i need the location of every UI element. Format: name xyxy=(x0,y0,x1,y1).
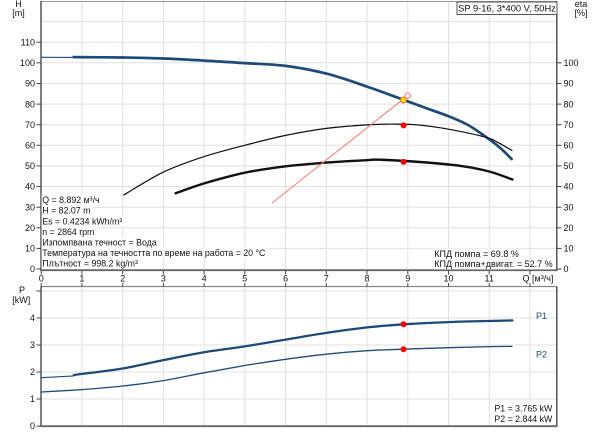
svg-text:20: 20 xyxy=(25,223,35,233)
svg-text:0: 0 xyxy=(564,264,569,274)
svg-text:40: 40 xyxy=(564,182,574,192)
svg-text:P2: P2 xyxy=(536,350,547,360)
svg-text:0: 0 xyxy=(30,421,35,431)
svg-text:10: 10 xyxy=(25,244,35,254)
svg-text:0: 0 xyxy=(39,274,44,284)
svg-text:P: P xyxy=(19,285,25,295)
svg-text:Q = 8.892 м³/ч: Q = 8.892 м³/ч xyxy=(42,195,99,205)
svg-text:10: 10 xyxy=(443,274,453,284)
svg-text:60: 60 xyxy=(25,141,35,151)
svg-text:30: 30 xyxy=(25,202,35,212)
svg-text:80: 80 xyxy=(25,99,35,109)
svg-text:3: 3 xyxy=(30,340,35,350)
svg-text:Плътност = 998.2 kg/m³: Плътност = 998.2 kg/m³ xyxy=(42,259,138,269)
svg-text:Изпомпвана течност = Вода: Изпомпвана течност = Вода xyxy=(42,238,157,248)
svg-text:H = 82.07 m: H = 82.07 m xyxy=(42,206,90,216)
svg-text:H: H xyxy=(15,0,22,9)
svg-text:Температура на течността по вр: Температура на течността по време на раб… xyxy=(42,248,266,258)
svg-text:20: 20 xyxy=(564,223,574,233)
svg-text:8: 8 xyxy=(364,274,369,284)
svg-text:11: 11 xyxy=(485,274,494,284)
svg-text:КПД помпа = 69.8 %: КПД помпа = 69.8 % xyxy=(434,249,519,259)
svg-text:90: 90 xyxy=(25,79,35,89)
svg-text:90: 90 xyxy=(564,79,574,89)
svg-text:[m]: [m] xyxy=(12,8,25,18)
svg-text:4: 4 xyxy=(202,274,207,284)
svg-text:7: 7 xyxy=(324,274,329,284)
svg-text:50: 50 xyxy=(564,161,574,171)
svg-text:110: 110 xyxy=(21,37,35,47)
svg-text:80: 80 xyxy=(564,99,574,109)
svg-text:100: 100 xyxy=(564,58,579,68)
svg-text:Es = 0.4234 kWh/m³: Es = 0.4234 kWh/m³ xyxy=(42,216,122,226)
svg-text:1: 1 xyxy=(30,394,35,404)
svg-text:2: 2 xyxy=(120,274,125,284)
svg-text:P2 = 2.844 kW: P2 = 2.844 kW xyxy=(494,414,553,424)
svg-text:[%]: [%] xyxy=(574,8,587,18)
svg-text:SP 9-16, 3*400 V, 50Hz: SP 9-16, 3*400 V, 50Hz xyxy=(458,3,556,13)
svg-text:Q [м³/ч]: Q [м³/ч] xyxy=(523,274,554,284)
svg-text:6: 6 xyxy=(283,274,288,284)
svg-text:40: 40 xyxy=(25,182,35,192)
svg-text:10: 10 xyxy=(564,244,574,254)
svg-text:70: 70 xyxy=(25,120,35,130)
svg-text:4: 4 xyxy=(30,313,35,323)
svg-text:9: 9 xyxy=(405,274,410,284)
svg-text:30: 30 xyxy=(564,202,574,212)
svg-text:3: 3 xyxy=(161,274,166,284)
svg-text:n = 2864 rpm: n = 2864 rpm xyxy=(42,227,94,237)
svg-text:eta: eta xyxy=(575,0,588,9)
svg-text:5: 5 xyxy=(242,274,247,284)
svg-text:2: 2 xyxy=(30,367,35,377)
svg-text:60: 60 xyxy=(564,141,574,151)
svg-text:P1 = 3.765 kW: P1 = 3.765 kW xyxy=(494,404,553,414)
svg-text:50: 50 xyxy=(25,161,35,171)
svg-text:0: 0 xyxy=(30,264,35,274)
svg-text:1: 1 xyxy=(79,274,84,284)
svg-text:100: 100 xyxy=(20,58,35,68)
svg-text:P1: P1 xyxy=(536,311,547,321)
svg-text:70: 70 xyxy=(564,120,574,130)
svg-text:[kW]: [kW] xyxy=(12,295,30,305)
svg-text:КПД помпа+двигат. = 52.7 %: КПД помпа+двигат. = 52.7 % xyxy=(434,259,552,269)
